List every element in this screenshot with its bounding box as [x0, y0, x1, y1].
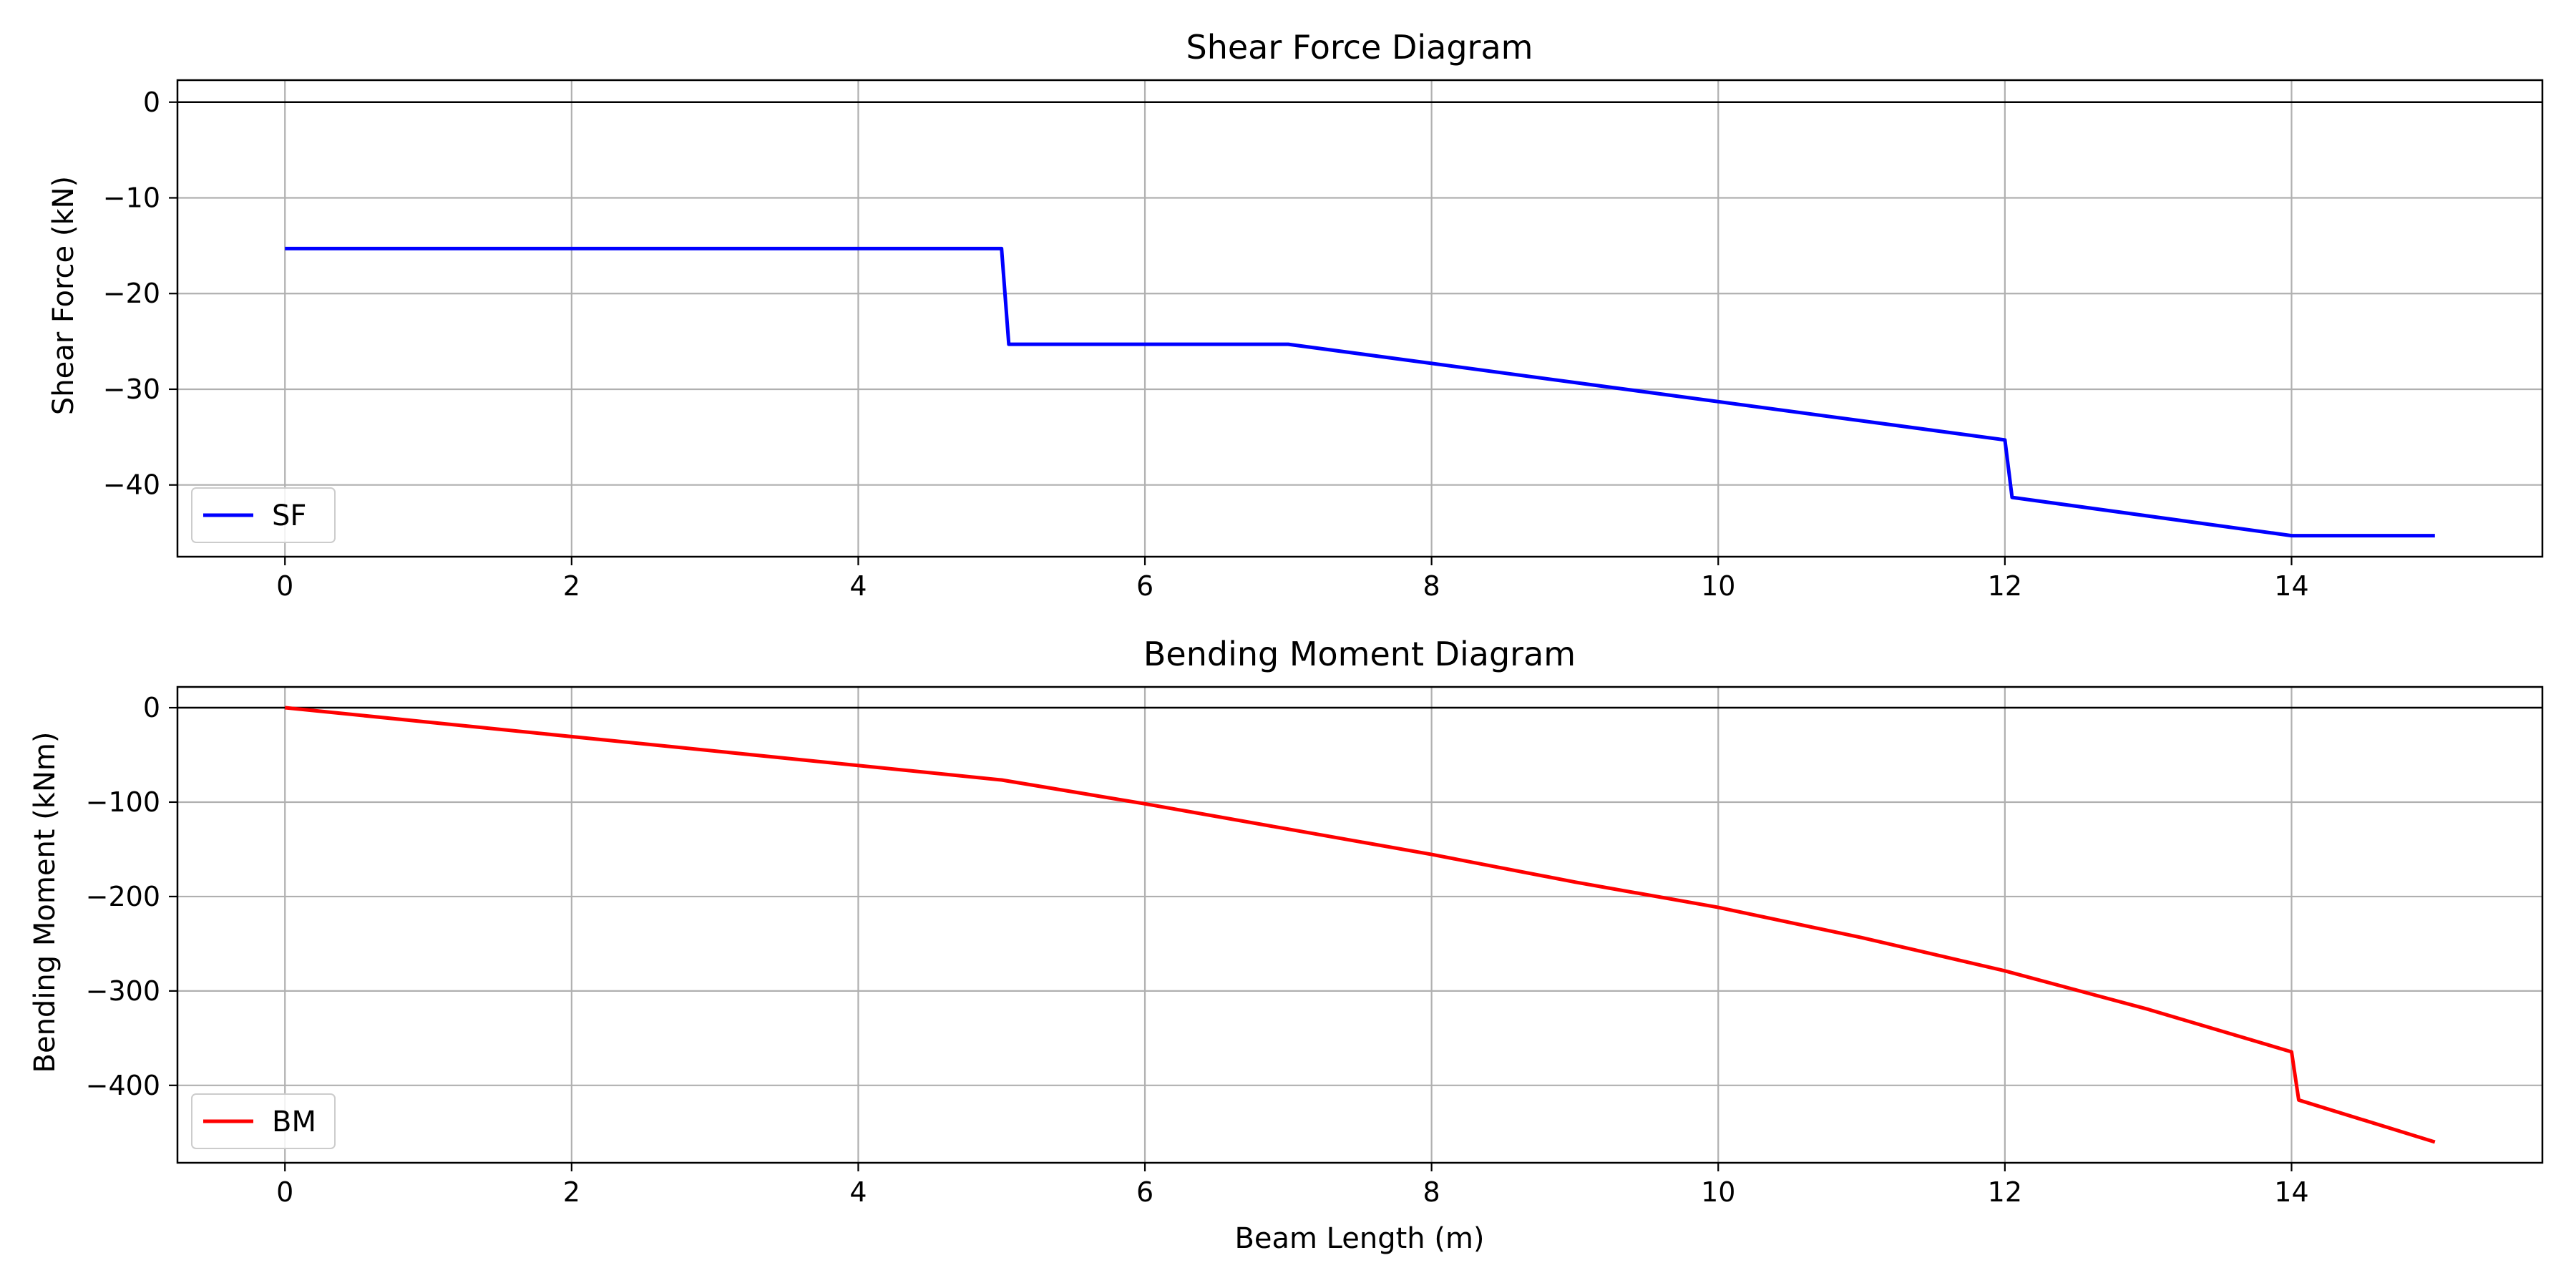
bending-moment-legend-label: BM — [272, 1106, 316, 1138]
bending-moment-y-tick-label: 0 — [143, 692, 160, 723]
bending-moment-y-tick-label: −100 — [86, 786, 160, 818]
bending-moment-legend-box — [191, 1093, 336, 1149]
bending-moment-x-tick-label: 4 — [849, 1176, 867, 1208]
shear-force-panel: Shear Force Diagram Shear Force (kN) 0 2 4… — [47, 28, 2544, 602]
shear-force-legend-label: SF — [272, 499, 306, 532]
shear-force-x-tick-label: 12 — [1988, 570, 2022, 602]
bending-moment-x-tick-label: 10 — [1701, 1176, 1735, 1208]
bending-moment-x-tick-label: 12 — [1988, 1176, 2022, 1208]
shear-force-legend-box — [191, 487, 336, 543]
shear-force-x-tick-label: 8 — [1423, 570, 1440, 602]
shear-force-y-tick-label: −10 — [103, 182, 160, 213]
shear-force-x-tick-label: 10 — [1701, 570, 1735, 602]
bending-moment-x-tick-label: 0 — [276, 1176, 293, 1208]
bending-moment-x-tick-label: 8 — [1423, 1176, 1440, 1208]
shear-force-x-tick-label: 6 — [1136, 570, 1153, 602]
bending-moment-title: Bending Moment Diagram — [1143, 635, 1576, 673]
bending-moment-x-tick-label: 14 — [2274, 1176, 2308, 1208]
shear-force-series-line — [285, 246, 2435, 538]
shear-force-x-tick-label: 14 — [2274, 570, 2308, 602]
shear-force-x-tick-label: 4 — [849, 570, 867, 602]
bending-moment-panel: Bending Moment Diagram Bending Moment (k… — [29, 635, 2544, 1255]
bending-moment-axes-frame — [176, 686, 2544, 1164]
bending-moment-y-tick-label: −300 — [86, 975, 160, 1007]
shear-force-y-tick-label: 0 — [143, 87, 160, 118]
shear-force-x-tick-label: 0 — [276, 570, 293, 602]
shear-force-y-tick-label: −30 — [103, 374, 160, 405]
bending-moment-series-line — [284, 706, 2436, 1144]
bending-moment-x-tick-label: 6 — [1136, 1176, 1153, 1208]
bending-moment-ylabel: Bending Moment (kNm) — [29, 732, 62, 1073]
bending-moment-legend: BM — [191, 1093, 336, 1149]
shear-force-legend: SF — [191, 487, 336, 543]
shear-force-axes-frame — [176, 79, 2544, 558]
bending-moment-y-tick-label: −400 — [86, 1070, 160, 1101]
shear-force-y-tick-label: −20 — [103, 278, 160, 309]
shear-force-title: Shear Force Diagram — [1186, 28, 1533, 67]
shear-force-ylabel: Shear Force (kN) — [47, 176, 80, 415]
shear-force-y-tick-label: −40 — [103, 469, 160, 501]
bending-moment-y-tick-label: −200 — [86, 881, 160, 912]
bending-moment-xlabel: Beam Length (m) — [1234, 1222, 1484, 1255]
bending-moment-x-tick-label: 2 — [563, 1176, 580, 1208]
shear-force-x-tick-label: 2 — [563, 570, 580, 602]
